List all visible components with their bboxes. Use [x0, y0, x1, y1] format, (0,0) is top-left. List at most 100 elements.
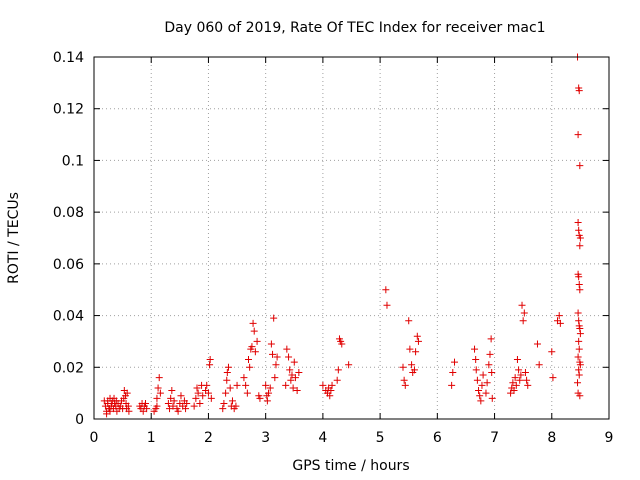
data-point — [405, 317, 413, 325]
x-tick-label: 2 — [204, 430, 213, 446]
data-point — [548, 348, 556, 356]
data-point — [270, 314, 278, 322]
data-point — [263, 397, 271, 405]
data-point — [576, 392, 584, 400]
data-point — [124, 402, 132, 410]
data-point — [483, 379, 491, 387]
data-point — [327, 387, 335, 395]
data-point — [108, 399, 116, 407]
data-point — [345, 361, 353, 369]
data-point — [576, 325, 584, 332]
data-point — [477, 397, 485, 405]
data-point — [471, 345, 479, 353]
data-point — [328, 381, 336, 389]
data-point — [203, 381, 211, 389]
data-point — [293, 387, 301, 395]
data-point — [533, 340, 541, 348]
data-point — [249, 319, 257, 327]
data-point — [272, 361, 280, 369]
data-point — [575, 226, 583, 234]
data-point — [326, 392, 334, 400]
data-point — [319, 381, 327, 389]
data-point — [228, 397, 236, 405]
data-point — [575, 87, 583, 95]
data-point — [104, 397, 112, 405]
data-point — [154, 384, 162, 392]
data-point — [223, 376, 231, 384]
data-point — [256, 394, 264, 402]
data-point — [223, 368, 231, 376]
data-point — [222, 389, 230, 397]
data-point — [574, 353, 582, 361]
data-point — [575, 281, 583, 289]
data-point-layer — [100, 53, 584, 418]
data-point — [549, 374, 557, 382]
data-point — [575, 345, 583, 353]
data-point — [576, 234, 584, 242]
y-tick-label: 0.1 — [62, 153, 84, 169]
data-point — [253, 337, 261, 345]
data-point — [518, 301, 526, 309]
data-point — [233, 381, 241, 389]
data-point — [105, 405, 113, 413]
data-point — [524, 381, 532, 389]
y-tick-label: 0.08 — [53, 205, 84, 221]
data-point — [473, 376, 481, 384]
data-point — [556, 319, 564, 327]
x-tick-label: 0 — [90, 430, 99, 446]
data-point — [516, 376, 524, 384]
data-point — [220, 399, 228, 407]
data-point — [155, 374, 163, 382]
data-point — [512, 381, 520, 389]
data-point — [482, 389, 490, 397]
data-point — [511, 374, 519, 382]
data-point — [269, 350, 277, 358]
tick-label-layer: 0 1 2 3 4 5 6 7 8 9 0 0.02 0.04 0.06 0.08 0.1 0.12 0.14 — [53, 50, 614, 446]
data-point — [412, 348, 420, 356]
data-point — [451, 358, 458, 366]
data-point — [399, 363, 407, 371]
data-point — [193, 384, 201, 392]
data-point — [204, 389, 212, 397]
data-point — [125, 407, 133, 415]
data-point — [521, 368, 529, 376]
x-axis-label: GPS time / hours — [292, 458, 409, 474]
data-point — [232, 402, 240, 410]
data-point — [226, 384, 234, 392]
data-point — [240, 374, 248, 382]
x-tick-label: 5 — [376, 430, 385, 446]
data-point — [476, 392, 484, 400]
data-point — [199, 392, 207, 400]
data-point — [472, 366, 480, 374]
data-point — [574, 131, 582, 139]
data-point — [413, 332, 421, 340]
data-point — [265, 389, 273, 397]
data-point — [289, 384, 297, 392]
data-point — [285, 353, 293, 361]
data-point — [219, 405, 227, 413]
data-point — [488, 394, 496, 402]
y-tick-label: 0.14 — [53, 50, 84, 66]
x-tick-label: 3 — [261, 430, 270, 446]
data-point — [266, 384, 274, 392]
data-point — [383, 301, 391, 309]
data-point — [410, 366, 418, 374]
data-point — [574, 218, 582, 226]
data-point — [487, 335, 495, 343]
data-point — [164, 399, 172, 407]
data-point — [207, 394, 215, 402]
data-point — [168, 387, 176, 395]
data-point — [517, 371, 525, 379]
data-point — [575, 337, 583, 345]
data-point — [246, 363, 254, 371]
data-point — [243, 389, 251, 397]
data-point — [283, 345, 291, 353]
data-point — [382, 286, 390, 294]
data-point — [251, 348, 259, 356]
y-axis-label: ROTI / TECUs — [6, 192, 22, 284]
data-point — [271, 374, 279, 382]
data-point — [400, 376, 408, 384]
data-point — [250, 327, 258, 335]
x-tick-label: 9 — [605, 430, 614, 446]
